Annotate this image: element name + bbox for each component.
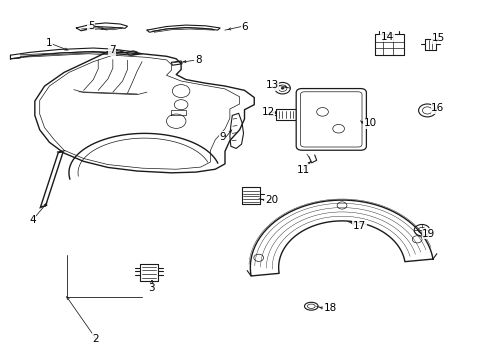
Text: 6: 6 [241, 22, 248, 32]
Text: 15: 15 [431, 33, 444, 43]
Text: 9: 9 [219, 132, 225, 142]
Text: 8: 8 [194, 55, 201, 65]
Text: 18: 18 [323, 303, 336, 314]
Text: 16: 16 [430, 103, 444, 113]
Text: 4: 4 [29, 215, 36, 225]
Text: 10: 10 [363, 118, 376, 128]
Text: 5: 5 [87, 21, 94, 31]
Circle shape [281, 87, 284, 89]
Text: 2: 2 [92, 333, 99, 343]
Text: 1: 1 [46, 38, 53, 48]
Text: 14: 14 [380, 32, 393, 41]
Text: 3: 3 [148, 283, 155, 293]
FancyBboxPatch shape [296, 89, 366, 150]
Text: 20: 20 [264, 195, 278, 205]
Text: 12: 12 [261, 107, 274, 117]
Text: 19: 19 [421, 229, 434, 239]
Text: 13: 13 [265, 80, 278, 90]
Text: 11: 11 [296, 165, 309, 175]
Text: 7: 7 [108, 45, 115, 55]
Text: 17: 17 [352, 221, 366, 231]
